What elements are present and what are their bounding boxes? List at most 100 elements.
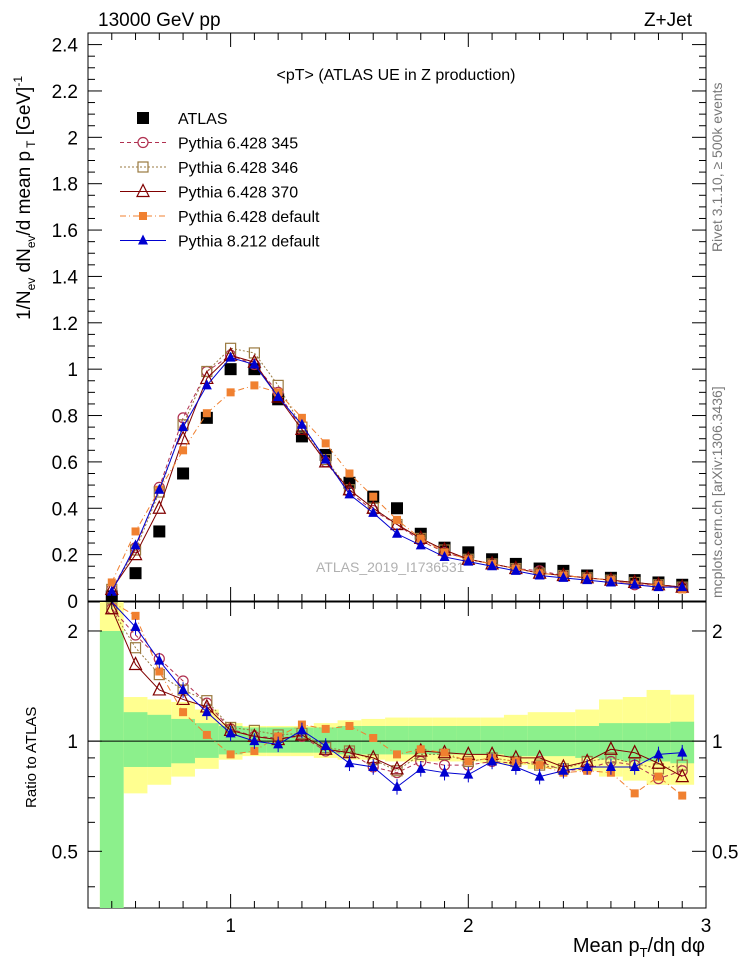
ratio-point-pydef	[155, 667, 164, 676]
ratio-point-py370	[651, 754, 666, 769]
ratio-point-py370	[128, 656, 143, 671]
ratio-band-inner	[408, 725, 433, 755]
point-pydef	[250, 381, 259, 390]
point-pydef	[107, 578, 116, 587]
ratio-point-py370	[152, 681, 167, 696]
point-pydef	[179, 446, 188, 455]
point-py8	[677, 581, 688, 592]
ratio-point-pydef	[321, 724, 330, 733]
main-y-tick-label: 0	[67, 592, 78, 613]
ratio-band-inner	[385, 725, 409, 755]
ratio-point-pydef	[345, 721, 354, 730]
ratio-point-pydef	[250, 746, 259, 755]
main-y-tick-label: 0.6	[52, 453, 78, 474]
point-py8	[225, 351, 236, 362]
series-line-py8	[111, 357, 683, 592]
ratio-point-py8	[296, 724, 307, 735]
ratio-band-inner	[622, 723, 647, 762]
point-py346	[248, 347, 260, 359]
main-y-tick-label: 0.2	[52, 546, 78, 567]
series-line-py345	[111, 354, 683, 590]
ratio-y-tick-label: 1	[67, 732, 78, 753]
point-py8	[439, 550, 450, 561]
ratio-point-py345	[676, 765, 688, 777]
ratio-point-py370	[104, 600, 119, 615]
main-y-tick-label: 1.6	[52, 221, 78, 242]
point-py8	[605, 576, 616, 587]
ratio-point-py8	[487, 755, 498, 766]
point-atlas	[177, 467, 190, 480]
ratio-y-axis-label: Ratio to ATLAS	[23, 707, 40, 808]
ratio-band-inner	[194, 723, 219, 758]
legend-item-py346: Pythia 6.428 346	[120, 160, 298, 177]
mcplots-label: mcplots.cern.ch [arXiv:1306.3436]	[709, 386, 725, 598]
point-atlas	[224, 363, 237, 376]
ratio-band-inner	[456, 725, 481, 755]
energy-label: 13000 GeV pp	[98, 10, 221, 31]
ratio-point-pydef	[678, 791, 687, 800]
point-pydef	[321, 439, 330, 448]
x-tick-label: 2	[463, 916, 474, 937]
ratio-point-py8	[249, 735, 260, 746]
ratio-point-pydef	[630, 789, 639, 798]
ratio-point-pydef	[179, 708, 188, 717]
point-py370	[152, 499, 167, 514]
point-py370	[176, 430, 191, 445]
legend-label-pydef: Pythia 6.428 default	[178, 209, 320, 226]
legend-item-py370: Pythia 6.428 370	[120, 183, 298, 202]
legend-marker-py370	[136, 183, 150, 198]
plot-title: <pT> (ATLAS UE in Z production)	[277, 67, 516, 84]
ratio-point-py8	[344, 757, 355, 768]
legend: ATLAS Pythia 6.428 345 Pythia 6.428 346 Pyt…	[120, 111, 320, 251]
ratio-point-py8	[201, 706, 212, 717]
point-pydef	[369, 492, 378, 501]
point-py8	[534, 569, 545, 580]
point-py8	[629, 578, 640, 589]
main-y-tick-label: 2	[67, 128, 78, 149]
ratio-point-py8	[154, 654, 165, 665]
ratio-band-inner	[99, 630, 124, 908]
process-label: Z+Jet	[644, 10, 693, 31]
point-py8	[392, 527, 402, 538]
ratio-point-pydef	[654, 772, 663, 781]
point-py8	[154, 483, 165, 494]
ratio-band-inner	[575, 725, 600, 758]
ratio-point-pydef	[535, 761, 544, 770]
ratio-point-py8	[629, 760, 640, 771]
legend-marker-pydef	[139, 212, 147, 220]
point-py8	[415, 539, 426, 550]
point-py8	[273, 390, 284, 401]
ratio-point-py8	[320, 739, 331, 750]
legend-label-atlas: ATLAS	[178, 111, 228, 128]
ratio-point-py8	[415, 762, 426, 773]
ratio-point-py8	[273, 738, 284, 749]
ratio-point-pydef	[440, 748, 449, 757]
ratio-band-inner	[646, 723, 671, 762]
rivet-label: Rivet 3.1.10, ≥ 500k events	[709, 82, 725, 252]
series-line-py346	[111, 347, 683, 590]
ratio-point-py8	[439, 766, 450, 777]
legend-label-py345: Pythia 6.428 345	[178, 136, 298, 153]
point-py8	[106, 585, 117, 596]
ratio-y-tick-label-right: 1	[712, 732, 723, 753]
ratio-point-py8	[510, 760, 521, 771]
ratio-point-py8	[225, 727, 236, 738]
ratio-y-tick-label-right: 2	[712, 622, 723, 643]
point-py8	[320, 453, 331, 464]
x-tick-label: 1	[225, 916, 236, 937]
point-atlas	[153, 525, 166, 538]
ratio-point-py370	[390, 760, 404, 775]
ratio-point-pydef	[131, 611, 140, 620]
point-pydef	[345, 469, 354, 478]
point-py8	[368, 506, 379, 517]
ratio-point-pydef	[393, 750, 401, 759]
point-py8	[201, 379, 212, 390]
point-py8	[463, 555, 474, 566]
ratio-y-tick-label-right: 0.5	[712, 842, 738, 863]
ratio-point-pydef	[369, 733, 378, 742]
legend-marker-py345	[137, 136, 149, 149]
ratio-point-py8	[463, 768, 474, 779]
series-py346	[106, 342, 688, 596]
point-py370	[128, 546, 143, 561]
